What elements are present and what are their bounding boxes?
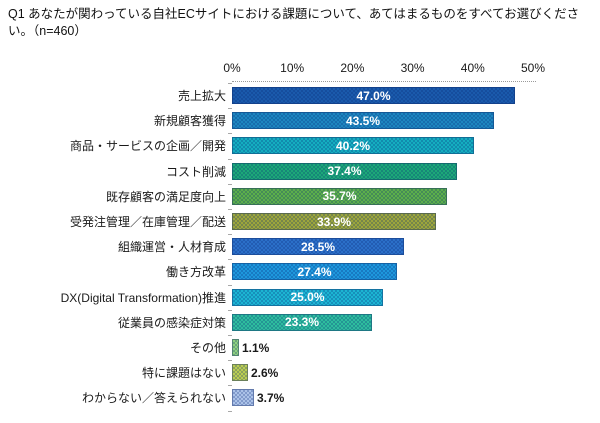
- category-label: 従業員の感染症対策: [117, 315, 226, 330]
- y-axis-tick: [228, 385, 232, 387]
- category-label: わからない／答えられない: [81, 391, 226, 406]
- value-label: 28.5%: [300, 239, 336, 254]
- bar: 27.4%: [232, 263, 397, 281]
- bar: 23.3%: [232, 313, 372, 331]
- bar-pattern: [233, 88, 514, 103]
- category-label: 商品・サービスの企画／開発: [69, 139, 226, 154]
- value-label: 25.0%: [290, 290, 325, 305]
- category-label: 新規顧客獲得: [153, 114, 226, 129]
- y-axis-tick: [228, 410, 232, 412]
- category-label: 受発注管理／在庫管理／配送: [69, 215, 226, 230]
- bar: 40.2%: [232, 137, 474, 155]
- bar-pattern: [233, 113, 493, 129]
- bar: [232, 339, 239, 356]
- y-axis-tick: [228, 133, 232, 135]
- x-axis-tick-label: 10%: [280, 61, 305, 75]
- y-axis-tick: [228, 259, 232, 261]
- bar-pattern: [233, 138, 473, 154]
- value-label: 43.5%: [345, 113, 381, 128]
- bar: 35.7%: [232, 187, 447, 205]
- y-axis-tick: [228, 158, 232, 160]
- x-axis-tick-label: 50%: [520, 61, 546, 75]
- value-label: 2.6%: [251, 365, 279, 380]
- bar-pattern: [233, 314, 371, 330]
- y-axis-tick: [228, 108, 232, 110]
- bar: 43.5%: [232, 112, 494, 130]
- value-label: 27.4%: [297, 264, 332, 279]
- plot-top-border: [232, 81, 536, 82]
- bar-pattern: [233, 289, 382, 305]
- category-label: その他: [189, 341, 226, 356]
- x-axis-tick-label: 0%: [223, 61, 241, 75]
- y-axis-tick: [228, 83, 232, 84]
- category-label: コスト削減: [165, 164, 226, 179]
- x-axis-tick-label: 20%: [340, 61, 365, 75]
- x-axis-tick-label: 40%: [460, 61, 485, 75]
- y-axis-tick: [228, 183, 232, 185]
- y-axis-tick: [228, 209, 232, 210]
- y-axis-tick: [228, 335, 232, 336]
- bar-pattern: [233, 163, 456, 179]
- y-axis-tick: [228, 234, 232, 236]
- chart-title: Q1 あなたが関わっている自社ECサイトにおける課題について、あてはまるものをす…: [8, 7, 580, 38]
- bar-pattern: [233, 264, 396, 280]
- bar-pattern: [233, 214, 435, 229]
- bar-pattern: [233, 188, 446, 204]
- category-label: 特に課題はない: [141, 366, 226, 381]
- value-label: 40.2%: [335, 138, 371, 153]
- x-axis-tick-label: 30%: [400, 61, 425, 75]
- bar: 33.9%: [232, 213, 436, 230]
- value-label: 37.4%: [327, 164, 362, 179]
- bar: [232, 364, 248, 382]
- category-label: DX(Digital Transformation)推進: [60, 290, 226, 305]
- bar: 37.4%: [232, 162, 457, 180]
- y-axis-tick: [228, 309, 232, 311]
- bar-pattern: [233, 365, 247, 381]
- value-label: 23.3%: [284, 315, 320, 330]
- value-label: 33.9%: [316, 214, 352, 229]
- bar: 47.0%: [232, 87, 515, 104]
- bar: [232, 389, 254, 407]
- bar: 28.5%: [232, 238, 404, 256]
- category-label: 働き方改革: [165, 265, 226, 280]
- category-label: 売上拡大: [177, 89, 226, 104]
- bar-pattern: [233, 340, 238, 355]
- y-axis-tick: [228, 360, 232, 362]
- category-label: 既存顧客の満足度向上: [105, 189, 226, 204]
- value-label: 35.7%: [322, 189, 357, 204]
- value-label: 3.7%: [257, 390, 285, 405]
- value-label: 1.1%: [242, 340, 270, 355]
- value-label: 47.0%: [356, 88, 391, 103]
- bar-pattern: [233, 390, 253, 406]
- bar: 25.0%: [232, 288, 383, 306]
- bar-pattern: [233, 239, 403, 255]
- category-label: 組織運営・人材育成: [117, 240, 226, 255]
- y-axis-tick: [228, 284, 232, 286]
